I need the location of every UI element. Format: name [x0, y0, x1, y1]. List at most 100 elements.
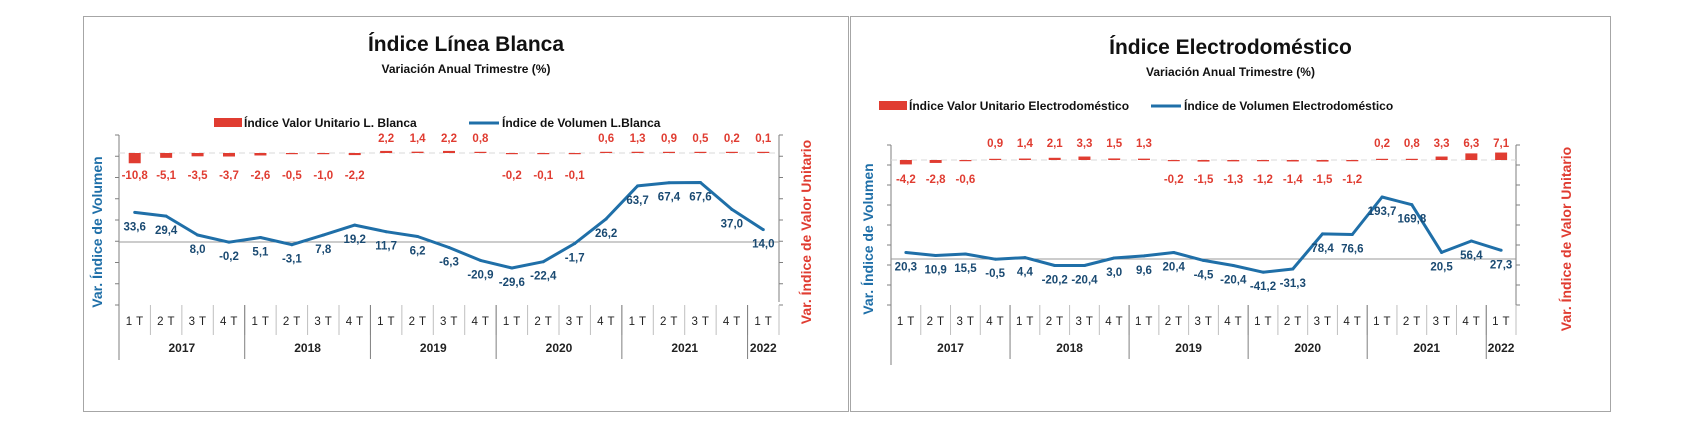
bar — [380, 150, 393, 153]
x-tick-label: 4 T — [723, 316, 741, 328]
line-point — [478, 258, 482, 262]
bar-data-label: -1,2 — [1253, 174, 1273, 186]
x-tick-label: 2 T — [283, 316, 301, 328]
line-data-label: 37,0 — [721, 218, 743, 230]
line-data-label: 27,3 — [1490, 259, 1512, 271]
bar-data-label: -0,2 — [502, 170, 522, 182]
line-point — [227, 240, 231, 244]
chart-linea-blanca: Índice Línea Blanca Variación Anual Trime… — [89, 33, 814, 360]
line-point — [573, 241, 577, 245]
bar-data-label: 1,3 — [1136, 138, 1152, 150]
bar — [1227, 160, 1240, 162]
x-tick-label: 3 T — [1433, 316, 1451, 328]
legend-label-line: Índice de Volumen Electrodoméstico — [1184, 98, 1393, 113]
bar-data-label: -2,2 — [345, 170, 365, 182]
bar-data-label: 1,3 — [630, 133, 646, 145]
bar-data-label: 0,9 — [661, 133, 677, 145]
x-tick-label: 1 T — [897, 316, 915, 328]
line-point — [904, 251, 908, 255]
x-tick-label: 2 T — [927, 316, 945, 328]
line-point — [1142, 254, 1146, 258]
line-point — [963, 252, 967, 256]
x-tick-label: 2 T — [157, 316, 175, 328]
x-tick-label: 1 T — [1135, 316, 1153, 328]
line-data-label: 5,1 — [252, 247, 269, 259]
x-tick-label: 4 T — [1462, 316, 1480, 328]
chart-panel-electrodomestico: Índice Electrodoméstico Variación Anual T… — [850, 16, 1611, 412]
bar — [1405, 158, 1418, 160]
x-tick-label: 3 T — [314, 316, 332, 328]
line-point — [993, 257, 997, 261]
bar-data-label: -2,8 — [926, 174, 946, 186]
line-point — [258, 236, 262, 240]
bar-data-label: 3,3 — [1076, 138, 1092, 150]
x-tick-label: 2 T — [1284, 316, 1302, 328]
year-label: 2020 — [546, 341, 573, 355]
line-data-label: -20,4 — [1220, 275, 1247, 287]
line-data-label: 26,2 — [595, 228, 617, 240]
year-label: 2018 — [1056, 341, 1083, 355]
bar-data-label: 2,2 — [441, 133, 457, 145]
chart-panel-linea-blanca: Índice Línea Blanca Variación Anual Trime… — [83, 16, 849, 412]
bar-data-label: 7,1 — [1493, 138, 1510, 150]
x-tick-label: 2 T — [1403, 316, 1421, 328]
y-axis-title-right: Var. Índice de Valor Unitario — [798, 140, 814, 324]
line-point — [934, 254, 938, 258]
y-axis-title-right: Var. Índice de Valor Unitario — [1558, 147, 1574, 331]
line-point — [290, 243, 294, 247]
line-data-label: -20,9 — [467, 269, 493, 281]
x-tick-label: 1 T — [629, 316, 647, 328]
line-point — [1261, 270, 1265, 274]
line-data-label: -22,4 — [530, 271, 557, 283]
legend-label-line: Índice de Volumen L.Blanca — [502, 115, 661, 130]
line-data-label: -20,4 — [1071, 275, 1098, 287]
bar — [1376, 158, 1389, 160]
bar-data-label: 2,1 — [1047, 138, 1064, 150]
x-tick-label: 4 T — [986, 316, 1004, 328]
x-tick-label: 2 T — [534, 316, 552, 328]
bar — [317, 153, 330, 155]
line-point — [196, 233, 200, 237]
bar — [600, 151, 613, 153]
bar — [1286, 160, 1299, 162]
x-tick-label: 4 T — [471, 316, 489, 328]
line-data-label: 20,5 — [1430, 261, 1453, 273]
year-label: 2019 — [420, 341, 447, 355]
bar-data-label: -0,1 — [533, 170, 553, 182]
line-point — [761, 228, 765, 232]
bar — [929, 160, 942, 163]
bar-data-label: 3,3 — [1434, 138, 1450, 150]
line-point — [164, 214, 168, 218]
x-tick-label: 2 T — [409, 316, 427, 328]
line-data-label: 29,4 — [155, 225, 178, 237]
x-tick-label: 1 T — [503, 316, 521, 328]
line-point — [604, 217, 608, 221]
x-tick-label: 3 T — [691, 316, 709, 328]
bar-data-label: 0,8 — [472, 133, 489, 145]
line-data-label: 6,2 — [410, 246, 426, 258]
bar — [899, 160, 912, 165]
bar-data-label: 0,9 — [987, 138, 1003, 150]
x-tick-label: 1 T — [126, 316, 144, 328]
line-data-label: 4,4 — [1017, 267, 1034, 279]
bar — [1257, 160, 1270, 162]
line-point — [667, 181, 671, 185]
year-label: 2017 — [169, 341, 196, 355]
line-point — [384, 230, 388, 234]
bar-data-label: -0,6 — [955, 174, 975, 186]
year-label: 2022 — [1488, 341, 1515, 355]
line-data-label: 33,6 — [124, 221, 146, 233]
x-tick-label: 3 T — [956, 316, 974, 328]
bar-data-label: 1,4 — [410, 133, 427, 145]
chart-subtitle: Variación Anual Trimestre (%) — [1146, 65, 1315, 79]
bar — [989, 158, 1002, 160]
bar — [537, 153, 550, 155]
line-point — [321, 233, 325, 237]
x-tick-label: 1 T — [754, 316, 772, 328]
bar — [1465, 153, 1478, 160]
x-tick-label: 3 T — [440, 316, 458, 328]
line-data-label: -1,7 — [565, 252, 585, 264]
bar — [1018, 158, 1031, 160]
line-point — [541, 260, 545, 264]
line-data-label: 11,7 — [375, 241, 397, 253]
